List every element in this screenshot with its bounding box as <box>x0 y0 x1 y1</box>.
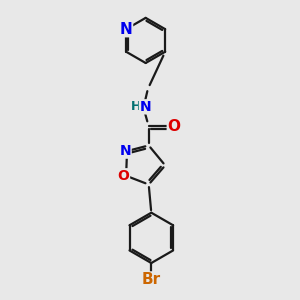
Text: N: N <box>119 144 131 158</box>
Text: O: O <box>118 169 130 183</box>
Text: H: H <box>130 100 141 113</box>
Text: N: N <box>140 100 151 114</box>
Text: N: N <box>120 22 133 37</box>
Text: Br: Br <box>142 272 161 287</box>
Text: O: O <box>167 119 180 134</box>
